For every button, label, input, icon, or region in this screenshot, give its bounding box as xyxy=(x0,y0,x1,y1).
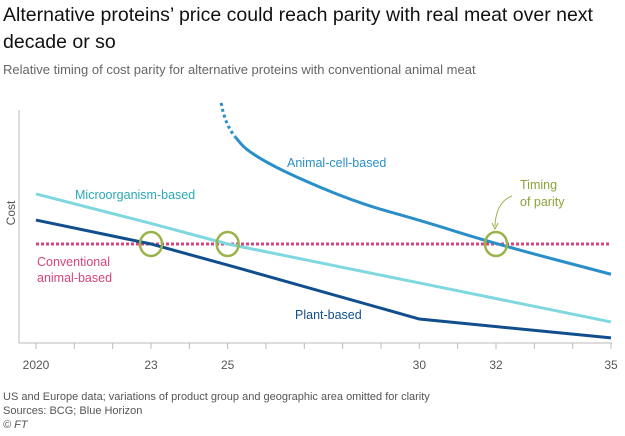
parity-circle-2025 xyxy=(215,230,240,258)
series-line-microorganism-based xyxy=(35,192,612,324)
series-line-animal-cell-based-projection xyxy=(219,102,237,138)
label-timing-line1: Timing xyxy=(520,178,557,192)
chart-subtitle: Relative timing of cost parity for alter… xyxy=(3,62,476,77)
parity-arrow xyxy=(494,195,513,227)
label-plant-based: Plant-based xyxy=(295,308,362,322)
x-tick-label-2023: 23 xyxy=(144,358,158,372)
label-conventional-line1: Conventional xyxy=(37,255,110,269)
x-tick-label-2032: 32 xyxy=(489,358,503,372)
x-tick-label-2020: 2020 xyxy=(23,358,50,372)
y-axis-label: Cost xyxy=(4,200,18,225)
x-tick-label-2025: 25 xyxy=(221,358,235,372)
x-tick-label-2035: 35 xyxy=(604,358,618,372)
series-line-animal-cell-based xyxy=(234,136,612,276)
sources: Sources: BCG; Blue Horizon xyxy=(3,405,143,417)
x-tick-label-2030: 30 xyxy=(413,358,427,372)
copyright: © FT xyxy=(3,419,28,431)
footnote: US and Europe data; variations of produc… xyxy=(3,391,430,403)
label-animal-cell-based: Animal-cell-based xyxy=(287,156,386,170)
parity-circle-2023 xyxy=(138,230,164,258)
label-conventional-line2: animal-based xyxy=(37,271,112,285)
chart-title: Alternative proteins’ price could reach … xyxy=(3,4,593,53)
label-timing-line2: of parity xyxy=(520,195,565,209)
parity-circle-2032 xyxy=(483,230,509,258)
parity-arrowhead xyxy=(491,222,499,231)
label-microorganism-based: Microorganism-based xyxy=(75,188,195,202)
series-line-plant-based xyxy=(35,218,612,340)
